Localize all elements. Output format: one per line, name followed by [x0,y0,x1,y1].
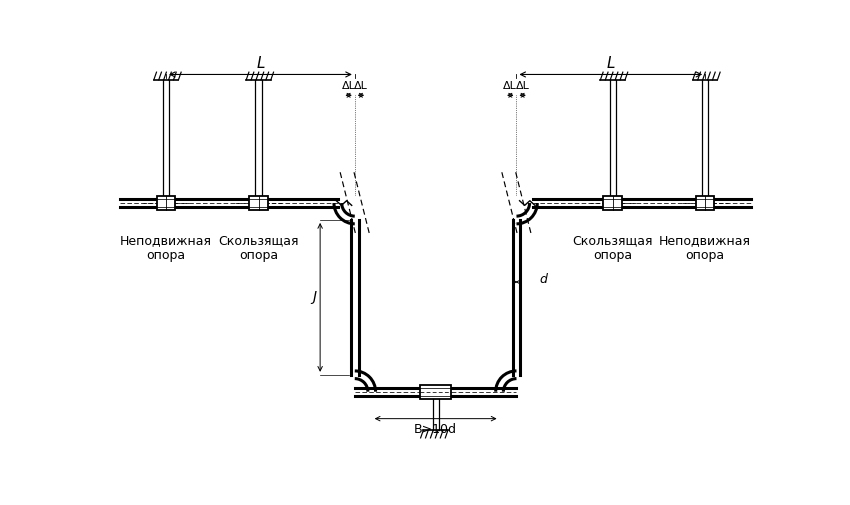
Bar [249,196,268,210]
Text: B>10d: B>10d [414,423,457,436]
Text: Неподвижная
опора: Неподвижная опора [659,234,751,262]
Text: ΔL: ΔL [516,81,530,91]
Text: Неподвижная
опора: Неподвижная опора [120,234,212,262]
Bar [604,196,622,210]
Text: L: L [607,56,615,71]
Text: Скользящая
опора: Скользящая опора [572,234,653,262]
Text: ΔL: ΔL [503,81,518,91]
Bar [157,196,175,210]
Bar [420,385,451,398]
Text: ΔL: ΔL [342,81,355,91]
Text: L: L [256,56,264,71]
Bar [696,196,714,210]
Text: Ј: Ј [312,290,316,305]
Text: ΔL: ΔL [354,81,368,91]
Text: d: d [540,273,547,286]
Text: Скользящая
опора: Скользящая опора [218,234,298,262]
